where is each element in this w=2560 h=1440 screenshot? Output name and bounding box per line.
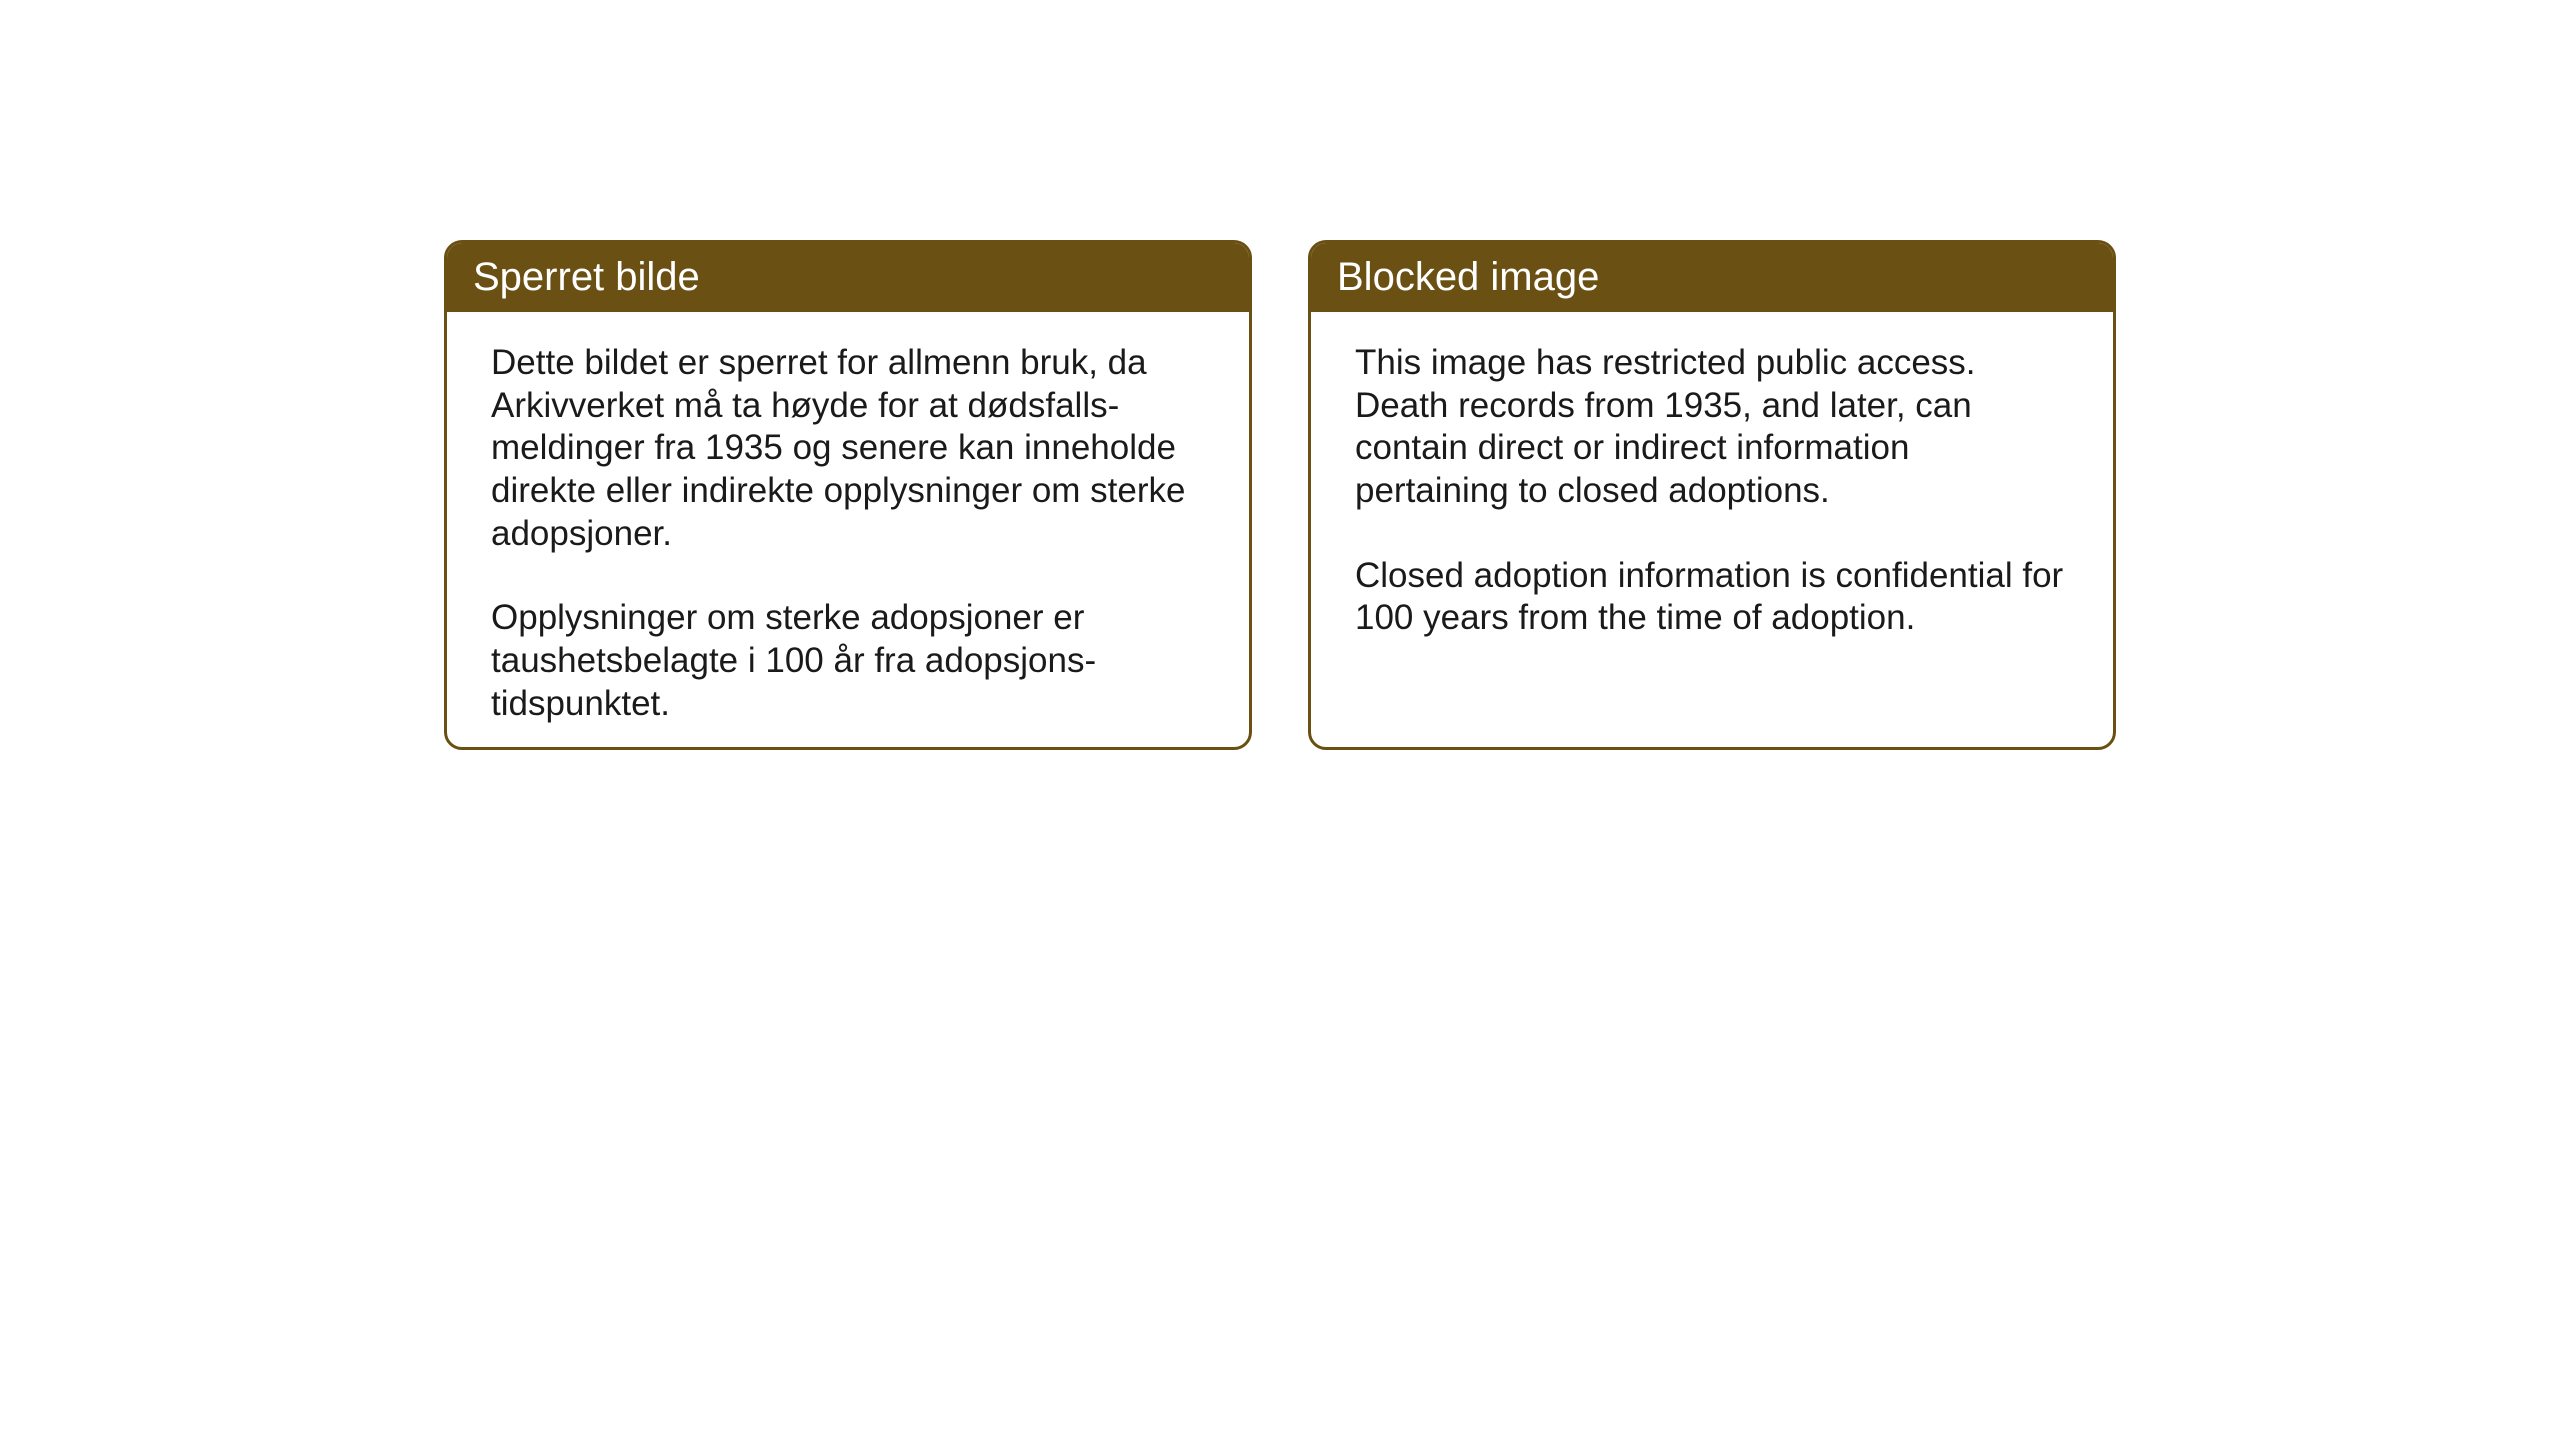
notice-header-english: Blocked image [1311,243,2113,312]
notice-paragraph-norwegian-1: Dette bildet er sperret for allmenn bruk… [491,342,1205,555]
notice-paragraph-norwegian-2: Opplysninger om sterke adopsjoner er tau… [491,597,1205,725]
notice-card-english: Blocked image This image has restricted … [1308,240,2116,750]
notice-card-norwegian: Sperret bilde Dette bildet er sperret fo… [444,240,1252,750]
notice-body-norwegian: Dette bildet er sperret for allmenn bruk… [447,312,1249,750]
notice-container: Sperret bilde Dette bildet er sperret fo… [444,240,2116,1440]
notice-paragraph-english-2: Closed adoption information is confident… [1355,555,2069,640]
notice-header-norwegian: Sperret bilde [447,243,1249,312]
notice-body-english: This image has restricted public access.… [1311,312,2113,670]
notice-paragraph-english-1: This image has restricted public access.… [1355,342,2069,513]
